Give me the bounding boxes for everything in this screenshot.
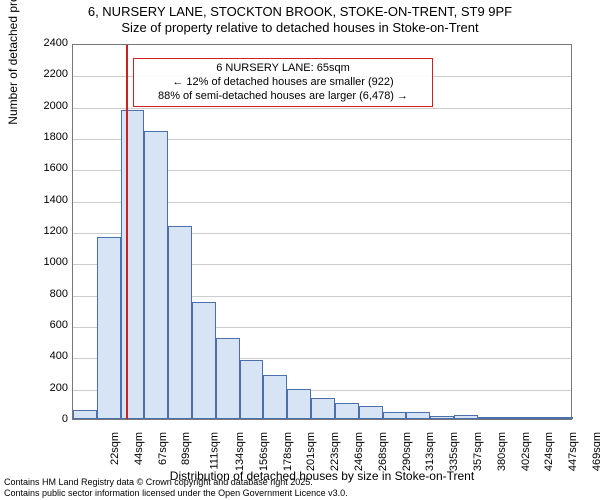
histogram-bar [216, 338, 240, 419]
x-tick-label: 22sqm [109, 432, 121, 465]
histogram-bar [549, 417, 573, 419]
histogram-bar [97, 237, 121, 419]
x-tick-label: 268sqm [377, 432, 389, 471]
histogram-bar [454, 415, 478, 419]
y-tick-label: 2200 [38, 68, 68, 80]
histogram-bar [430, 416, 454, 419]
x-tick-label: 335sqm [448, 432, 460, 471]
x-tick-label: 447sqm [567, 432, 579, 471]
annotation-box: 6 NURSERY LANE: 65sqm ← 12% of detached … [133, 58, 433, 107]
x-tick-label: 402sqm [520, 432, 532, 471]
y-tick-label: 1200 [38, 225, 68, 237]
y-tick-label: 800 [38, 288, 68, 300]
histogram-bar [168, 226, 192, 419]
histogram-bar [311, 398, 335, 419]
y-tick-label: 200 [38, 382, 68, 394]
histogram-bar [478, 417, 502, 419]
x-tick-label: 424sqm [544, 432, 556, 471]
annotation-line-1: 6 NURSERY LANE: 65sqm [140, 62, 426, 76]
y-tick-label: 2400 [38, 37, 68, 49]
histogram-bar [502, 417, 526, 419]
histogram-bar [359, 406, 383, 419]
x-tick-label: 313sqm [425, 432, 437, 471]
histogram-bar [121, 110, 145, 419]
y-axis-label: Number of detached properties [6, 0, 20, 230]
x-tick-label: 111sqm [209, 432, 221, 470]
footer: Contains HM Land Registry data © Crown c… [4, 477, 348, 498]
histogram-bar [263, 375, 287, 419]
histogram-bar [406, 412, 430, 419]
y-tick-label: 2000 [38, 100, 68, 112]
histogram-bar [192, 302, 216, 420]
x-tick-label: 290sqm [401, 432, 413, 471]
x-tick-label: 44sqm [133, 432, 145, 465]
histogram-bar [383, 412, 407, 419]
plot-area: 6 NURSERY LANE: 65sqm ← 12% of detached … [72, 44, 572, 420]
title-block: 6, NURSERY LANE, STOCKTON BROOK, STOKE-O… [0, 4, 600, 37]
y-tick-label: 600 [38, 319, 68, 331]
x-tick-label: 246sqm [353, 432, 365, 471]
gridline [73, 108, 571, 109]
y-tick-label: 1400 [38, 194, 68, 206]
annotation-line-3: 88% of semi-detached houses are larger (… [140, 90, 426, 104]
x-tick-label: 469sqm [591, 432, 600, 471]
footer-line-1: Contains HM Land Registry data © Crown c… [4, 477, 348, 487]
x-tick-label: 201sqm [306, 432, 318, 471]
property-marker-line [126, 45, 128, 419]
x-tick-label: 380sqm [496, 432, 508, 471]
x-tick-label: 357sqm [472, 432, 484, 471]
y-tick-label: 1000 [38, 256, 68, 268]
y-tick-label: 1600 [38, 162, 68, 174]
histogram-bar [335, 403, 359, 419]
histogram-bar [525, 417, 549, 419]
chart-root: 6, NURSERY LANE, STOCKTON BROOK, STOKE-O… [0, 0, 600, 500]
x-tick-label: 178sqm [282, 432, 294, 471]
histogram-bar [287, 389, 311, 419]
x-tick-label: 156sqm [258, 432, 270, 471]
x-tick-label: 223sqm [329, 432, 341, 471]
x-tick-label: 67sqm [157, 432, 169, 465]
x-tick-label: 134sqm [234, 432, 246, 471]
title-line-1: 6, NURSERY LANE, STOCKTON BROOK, STOKE-O… [0, 4, 600, 20]
x-tick-label: 89sqm [180, 432, 192, 465]
histogram-bar [240, 360, 264, 419]
footer-line-2: Contains public sector information licen… [4, 488, 348, 498]
histogram-bar [73, 410, 97, 419]
y-tick-label: 400 [38, 350, 68, 362]
title-line-2: Size of property relative to detached ho… [0, 20, 600, 36]
y-tick-label: 0 [38, 413, 68, 425]
histogram-bar [144, 131, 168, 419]
annotation-line-2: ← 12% of detached houses are smaller (92… [140, 76, 426, 90]
y-tick-label: 1800 [38, 131, 68, 143]
